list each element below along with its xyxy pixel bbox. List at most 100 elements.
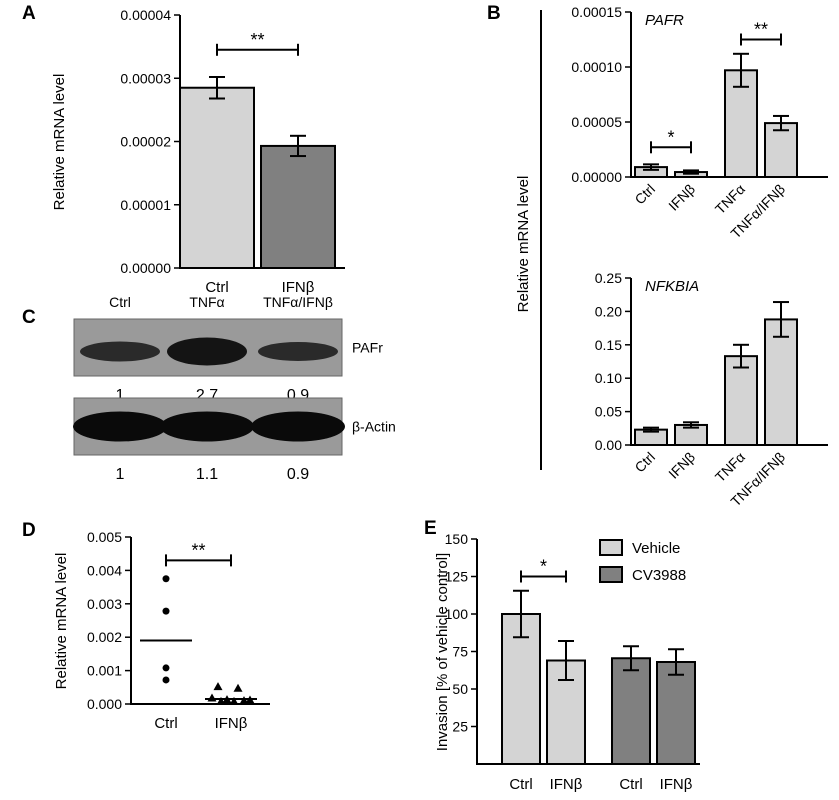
- panel-e-y-tick-label: 50: [452, 681, 468, 697]
- panel-d-y-tick-label: 0.002: [87, 629, 122, 645]
- panel-b-subplot-nfkbia: 0.00 0.05 0.10 0.15 0.20 0.25 NFKBIA Ctrl IFNβ TN…: [595, 270, 828, 509]
- panel-c-lane-label: TNFα: [189, 294, 224, 310]
- panel-d-y-tick-label: 0.000: [87, 696, 122, 712]
- panel-b-category-label: IFNβ: [665, 449, 698, 482]
- panel-a-y-tick-label: 0.00002: [120, 134, 171, 150]
- panel-a-y-tick-label: 0.00001: [120, 197, 171, 213]
- panel-a-y-tick-label: 0.00000: [120, 260, 171, 276]
- panel-b-category-label: IFNβ: [665, 181, 698, 214]
- panel-c-blot-row-beta-actin: β-Actin 1 1.1 0.9: [73, 397, 396, 483]
- panel-a-significance-label: **: [250, 30, 264, 50]
- panel-b-category-label: Ctrl: [631, 449, 658, 476]
- panel-e-y-tick-label: 75: [452, 644, 468, 660]
- panel-e-y-axis-title: Invasion [% of vehicle control]: [434, 553, 451, 751]
- panel-b-subplot-title: PAFR: [645, 12, 684, 29]
- chart-panel-a: 0.00000 0.00001 0.00002 0.00003 0.00004 ** Ctr…: [51, 7, 345, 296]
- panel-b-pafr-y-tick-label: 0.00015: [571, 4, 622, 20]
- panel-e-error-bar: [513, 589, 529, 639]
- panel-d-significance-label: **: [191, 540, 205, 560]
- panel-c-protein-label: β-Actin: [352, 419, 396, 435]
- panel-a-error-bar: [290, 134, 306, 158]
- panel-b-pafr-y-tick-label: 0.00005: [571, 114, 622, 130]
- panel-b-pafr-bar: [724, 69, 758, 178]
- panel-b-nfkbia-y-tick-label: 0.00: [595, 437, 622, 453]
- panel-d-data-point: [162, 575, 170, 583]
- panel-a-bar: [179, 86, 255, 269]
- panel-c-band: [258, 342, 338, 361]
- panel-d-data-point: [229, 696, 239, 705]
- panel-b-nfkbia-error-bar: [733, 343, 749, 369]
- panel-b-nfkbia-y-tick-label: 0.15: [595, 337, 622, 353]
- panel-d-y-tick-label: 0.003: [87, 596, 122, 612]
- panel-c-protein-label: PAFr: [352, 340, 383, 356]
- panel-c-quantification-value: 0.9: [287, 466, 309, 483]
- panel-c-lane-label: Ctrl: [109, 294, 131, 310]
- panel-letter-e: E: [424, 518, 437, 539]
- panel-c-band: [73, 411, 167, 442]
- panel-d-data-point: [162, 664, 170, 672]
- panel-d-category-label: IFNβ: [215, 715, 248, 732]
- panel-b-nfkbia-y-tick-label: 0.05: [595, 404, 622, 420]
- panel-b-category-label: TNFα: [712, 449, 748, 485]
- panel-b-nfkbia-error-bar: [683, 421, 699, 429]
- panel-b-pafr-y-tick-label: 0.00010: [571, 59, 622, 75]
- panel-letter-d: D: [22, 520, 36, 541]
- panel-e-error-bar: [558, 640, 574, 681]
- panel-b-pafr-error-bar: [733, 52, 749, 88]
- panel-b-pafr-y-tick-label: 0.00000: [571, 169, 622, 185]
- panel-b-shared-y-axis-title: Relative mRNA level: [515, 176, 532, 313]
- panel-c-quantification-value: 1: [116, 387, 125, 404]
- panel-e-legend: Vehicle CV3988: [599, 539, 686, 584]
- panel-a-category-label: Ctrl: [205, 279, 228, 296]
- panel-e-bar: [611, 657, 651, 765]
- panel-a-y-tick-label: 0.00004: [120, 7, 171, 23]
- panel-e-category-label: IFNβ: [660, 776, 693, 793]
- panel-e-category-label: IFNβ: [550, 776, 583, 793]
- panel-e-bar: [656, 661, 696, 765]
- panel-c-band: [80, 341, 160, 362]
- chart-panel-b: Relative mRNA level 0.00000 0.00005 0.00010…: [515, 4, 828, 509]
- panel-c-quantification-value: 1: [116, 466, 125, 483]
- panel-d-y-axis-title: Relative mRNA level: [53, 553, 70, 690]
- panel-d-significance-bracket: **: [165, 540, 232, 567]
- panel-d-data-point: [162, 676, 170, 684]
- panel-e-legend-swatch: [599, 539, 623, 556]
- panel-e-error-bar: [623, 645, 639, 672]
- panel-b-pafr-significance-label: *: [667, 127, 674, 147]
- panel-d-y-tick-label: 0.004: [87, 562, 122, 578]
- panel-e-category-label: Ctrl: [619, 776, 642, 793]
- panel-e-y-tick-label: 150: [445, 531, 469, 547]
- panel-e-category-label: Ctrl: [509, 776, 532, 793]
- panel-a-significance-bracket: **: [216, 30, 299, 56]
- panel-b-pafr-significance-bracket: **: [740, 20, 782, 46]
- panel-a-category-label: IFNβ: [282, 279, 315, 296]
- panel-b-category-label: Ctrl: [631, 181, 658, 208]
- panel-c-lane-label: TNFα/IFNβ: [263, 294, 333, 310]
- panel-c-quantification-value: 1.1: [196, 466, 218, 483]
- panel-a-bar: [260, 144, 336, 270]
- panel-b-category-label: TNFα: [712, 181, 748, 217]
- panel-e-legend-swatch: [599, 566, 623, 583]
- panel-b-nfkbia-y-tick-label: 0.20: [595, 303, 622, 319]
- panel-e-y-tick-label: 100: [445, 606, 469, 622]
- panel-b-pafr-error-bar: [773, 114, 789, 132]
- panel-b-pafr-error-bar: [643, 163, 659, 171]
- panel-d-data-point: [216, 696, 226, 705]
- panel-e-significance-label: *: [540, 557, 547, 577]
- panel-b-pafr-significance-bracket: *: [650, 127, 692, 154]
- panel-e-error-bar: [668, 648, 684, 676]
- panel-b-nfkbia-error-bar: [643, 426, 659, 433]
- chart-panel-e: 25 50 75 100 125 150 * Ctrl IFNβ Ctrl IFNβ Invasion…: [434, 531, 700, 793]
- panel-c-band: [160, 411, 254, 442]
- panel-c-band: [167, 337, 247, 366]
- panel-d-data-point: [162, 607, 170, 615]
- panel-e-legend-label: Vehicle: [632, 540, 680, 557]
- panel-d-y-tick-label: 0.005: [87, 529, 122, 545]
- panel-b-pafr-error-bar: [683, 169, 699, 175]
- panel-e-y-tick-label: 25: [452, 719, 468, 735]
- panel-letter-a: A: [22, 3, 36, 24]
- panel-a-error-bar: [209, 75, 225, 100]
